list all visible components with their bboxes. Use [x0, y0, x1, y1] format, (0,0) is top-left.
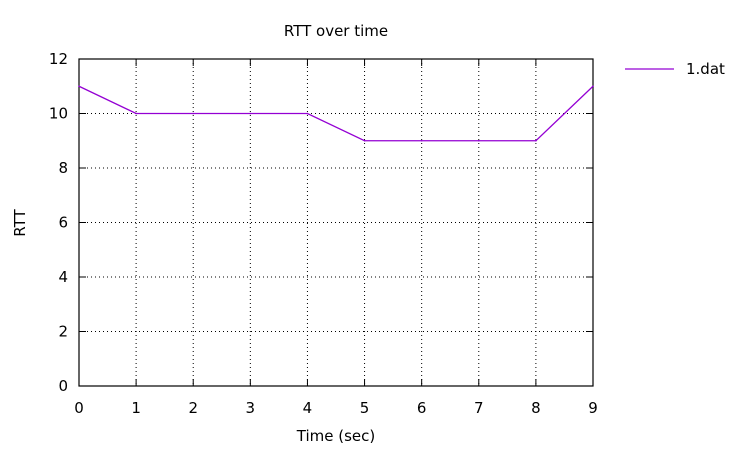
legend-label: 1.dat: [686, 60, 725, 78]
data-point: [306, 112, 309, 115]
x-axis-label: Time (sec): [296, 427, 375, 445]
data-point: [592, 85, 594, 88]
chart-title: RTT over time: [284, 22, 388, 40]
x-tick-label: 2: [188, 399, 198, 417]
series-layer: [78, 85, 594, 142]
x-tick-label: 6: [417, 399, 427, 417]
plot-area-border: [78, 58, 594, 387]
x-tick-label: 4: [303, 399, 313, 417]
x-tick-label: 5: [360, 399, 370, 417]
data-point: [78, 85, 80, 88]
data-point: [535, 139, 537, 142]
data-point: [363, 139, 366, 142]
series-line-1.dat: [78, 85, 594, 142]
y-axis-label: RTT: [11, 208, 29, 236]
data-point: [192, 112, 195, 115]
y-tick-label: 2: [58, 323, 68, 341]
x-tick-label: 3: [246, 399, 256, 417]
y-tick-label: 6: [58, 214, 68, 232]
x-tick-label: 7: [474, 399, 484, 417]
data-point: [135, 112, 137, 115]
legend: 1.dat: [625, 60, 725, 78]
data-point: [477, 139, 480, 142]
y-tick-label: 8: [58, 159, 68, 177]
grid-lines: [79, 59, 593, 386]
data-point: [420, 139, 423, 142]
y-tick-label: 12: [49, 50, 68, 68]
y-tick-label: 0: [58, 377, 68, 395]
data-point: [249, 112, 252, 115]
x-tick-label: 8: [531, 399, 541, 417]
y-tick-label: 10: [49, 105, 68, 123]
x-tick-label: 1: [131, 399, 141, 417]
x-tick-label: 9: [588, 399, 598, 417]
x-tick-label: 0: [74, 399, 84, 417]
y-tick-label: 4: [58, 268, 68, 286]
